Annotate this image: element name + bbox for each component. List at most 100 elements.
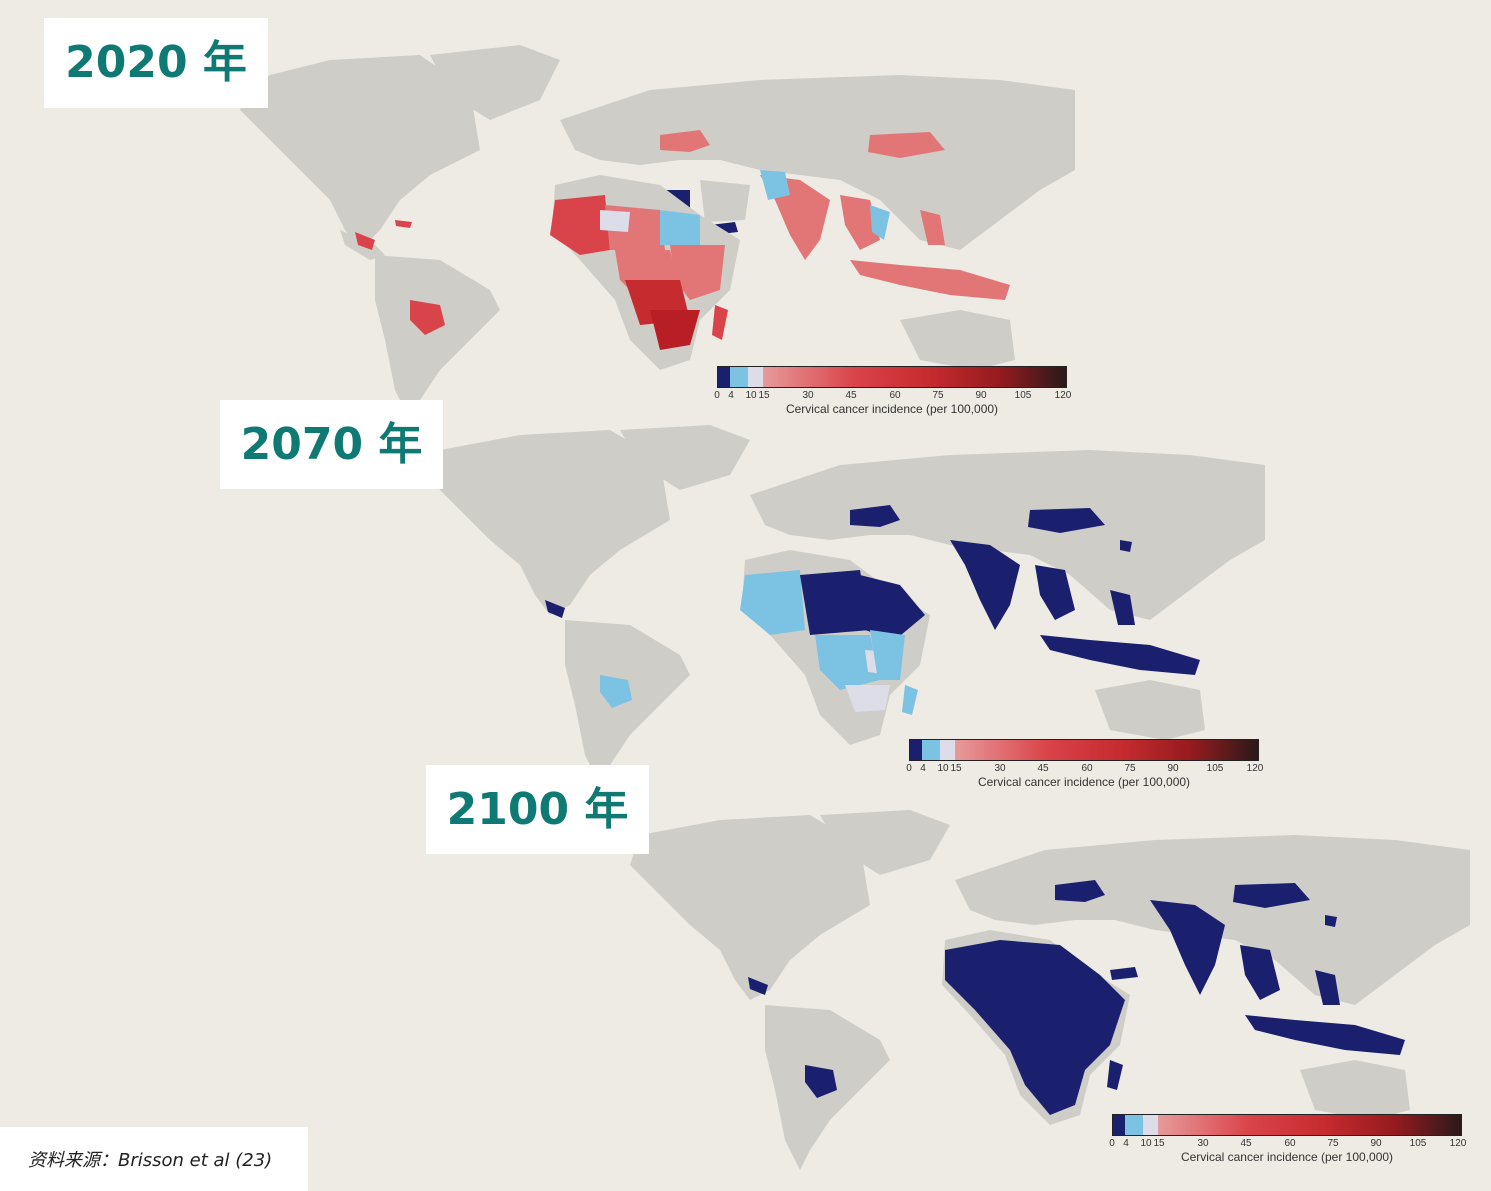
land-south-america	[375, 255, 500, 420]
country-2070-south-asia	[950, 540, 1020, 630]
world-map-2070	[430, 425, 1265, 785]
country-2020-bolivia	[410, 300, 445, 335]
legend-2020: 0 4 10 15 30 45 60 75 90 105 120 Cervica…	[714, 366, 1071, 420]
legend-swatch-10-15	[1143, 1115, 1158, 1135]
country-2100-philippines	[1315, 970, 1340, 1005]
legend-tick: 45	[1240, 1138, 1252, 1149]
country-2020-philippines	[920, 210, 945, 245]
country-2070-philippines	[1110, 590, 1135, 625]
legend-tick: 90	[975, 390, 987, 401]
legend-swatch-0-4	[910, 740, 922, 760]
world-map-2100	[630, 810, 1470, 1170]
map-panel-2020: 2020 年 0 4 10 15 30 45 60 75 90 105 120 …	[0, 0, 1491, 420]
legend-swatch-10-15	[748, 367, 763, 387]
legend-tick: 0	[906, 763, 912, 774]
country-2020-mongolia	[868, 132, 945, 158]
legend-tick: 4	[728, 390, 734, 401]
year-label-2070: 2070 年	[220, 400, 443, 489]
source-text: 资料来源：Brisson et al (23)	[28, 1150, 273, 1171]
legend-tick: 15	[758, 390, 770, 401]
legend-tick: 60	[889, 390, 901, 401]
legend-tick: 120	[1449, 1138, 1467, 1149]
country-2100-bolivia	[805, 1065, 837, 1098]
country-2020-sea	[840, 195, 880, 250]
legend-title: Cervical cancer incidence (per 100,000)	[1180, 1150, 1394, 1164]
legend-tick: 90	[1167, 763, 1179, 774]
legend-tick: 60	[1284, 1138, 1296, 1149]
legend-tick: 10	[1140, 1138, 1152, 1149]
country-2070-mongolia	[1028, 508, 1105, 533]
country-2020-central-america	[355, 232, 375, 250]
legend-swatch-0-4	[718, 367, 730, 387]
legend-tick: 15	[950, 763, 962, 774]
country-2020-west-africa	[550, 195, 610, 255]
country-2070-sea	[1035, 565, 1075, 620]
legend-swatch-10-15	[940, 740, 955, 760]
country-2100-madagascar	[1107, 1060, 1123, 1090]
legend-ticks: 0 4 10 15 30 45 60 75 90 105 120	[714, 390, 1071, 402]
legend-gradient	[763, 367, 1066, 387]
country-2070-kazakhstan	[850, 505, 900, 527]
land-north-america	[630, 815, 870, 1000]
legend-title: Cervical cancer incidence (per 100,000)	[977, 775, 1191, 789]
country-2020-caribbean	[395, 220, 412, 228]
legend-tick: 120	[1054, 390, 1072, 401]
legend-swatch-4-10	[922, 740, 940, 760]
legend-tick: 45	[1037, 763, 1049, 774]
country-2100-mongolia	[1233, 883, 1310, 908]
legend-tick: 30	[1197, 1138, 1209, 1149]
country-2070-madagascar	[902, 685, 918, 715]
legend-2070: 0 4 10 15 30 45 60 75 90 105 120 Cervica…	[906, 739, 1263, 793]
country-2020-thailand	[870, 205, 890, 240]
country-2020-madagascar	[712, 305, 728, 340]
world-map-2020	[240, 45, 1075, 420]
legend-tick: 90	[1370, 1138, 1382, 1149]
legend-tick: 4	[1123, 1138, 1129, 1149]
country-2020-east-africa	[670, 245, 725, 300]
country-2070-west-africa	[740, 570, 805, 635]
legend-tick: 45	[845, 390, 857, 401]
legend-2100: 0 4 10 15 30 45 60 75 90 105 120 Cervica…	[1109, 1114, 1466, 1168]
land-eurasia	[750, 450, 1265, 620]
land-south-america	[565, 620, 690, 785]
legend-bar	[717, 366, 1067, 388]
country-2070-central-africa	[815, 635, 880, 690]
country-2070-east-africa	[870, 630, 905, 680]
legend-tick: 30	[802, 390, 814, 401]
country-2070-southern	[845, 685, 890, 712]
country-2070-bolivia	[600, 675, 632, 708]
year-label-2020: 2020 年	[44, 18, 268, 108]
country-2100-kazakhstan	[1055, 880, 1105, 902]
legend-tick: 75	[932, 390, 944, 401]
land-greenland	[620, 425, 750, 490]
legend-tick: 105	[1206, 763, 1224, 774]
country-2020-pakistan	[760, 170, 790, 200]
country-2020-niger-pale	[600, 210, 630, 232]
country-2100-africa	[945, 940, 1125, 1115]
legend-tick: 120	[1246, 763, 1264, 774]
land-eurasia	[560, 75, 1075, 250]
country-2020-indonesia	[850, 260, 1010, 300]
land-greenland	[430, 45, 560, 120]
country-2100-sea	[1240, 945, 1280, 1000]
country-2100-korea	[1325, 915, 1337, 927]
legend-tick: 105	[1409, 1138, 1427, 1149]
legend-bar	[909, 739, 1259, 761]
legend-bar	[1112, 1114, 1462, 1136]
land-australia	[900, 310, 1015, 370]
legend-tick: 4	[920, 763, 926, 774]
map-panel-2100: 2100 年 0 4 10 15 30 45 60 75 90 105 120 …	[0, 765, 1491, 1191]
country-2070-horn	[860, 575, 925, 640]
legend-swatch-4-10	[1125, 1115, 1143, 1135]
legend-gradient	[955, 740, 1258, 760]
legend-swatch-0-4	[1113, 1115, 1125, 1135]
country-2070-indonesia	[1040, 635, 1200, 675]
legend-swatch-4-10	[730, 367, 748, 387]
country-2070-korea	[1120, 540, 1132, 552]
legend-title: Cervical cancer incidence (per 100,000)	[785, 402, 999, 416]
legend-tick: 75	[1327, 1138, 1339, 1149]
country-2100-central-america	[748, 977, 768, 995]
map-panel-2070: 2070 年 0 4 10 15 30 45 60 75 90 105 120 …	[0, 400, 1491, 800]
legend-tick: 75	[1124, 763, 1136, 774]
legend-tick: 30	[994, 763, 1006, 774]
